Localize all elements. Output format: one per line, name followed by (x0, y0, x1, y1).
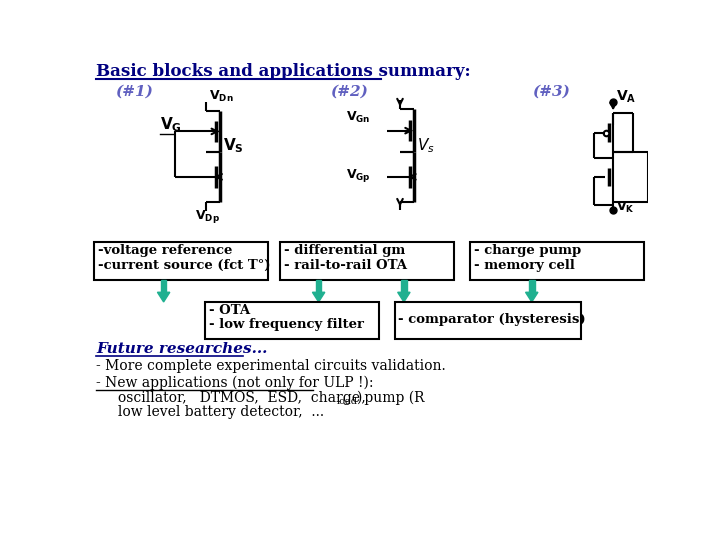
Text: $\mathbf{V_K}$: $\mathbf{V_K}$ (616, 200, 635, 215)
Polygon shape (158, 292, 170, 302)
Text: $\mathbf{V_S}$: $\mathbf{V_S}$ (223, 136, 244, 155)
Text: load: load (336, 396, 357, 406)
Text: - New applications (not only for ULP !):: - New applications (not only for ULP !): (96, 375, 374, 390)
Text: - rail-to-rail OTA: - rail-to-rail OTA (284, 259, 407, 272)
Text: $\mathbf{V_{Gn}}$: $\mathbf{V_{Gn}}$ (346, 110, 370, 125)
FancyBboxPatch shape (395, 302, 580, 339)
FancyBboxPatch shape (469, 242, 644, 280)
Text: $\mathit{V_s}$: $\mathit{V_s}$ (417, 136, 435, 155)
Polygon shape (316, 280, 321, 292)
Text: Basic blocks and applications summary:: Basic blocks and applications summary: (96, 63, 471, 80)
Text: $\mathbf{V_{Dp}}$: $\mathbf{V_{Dp}}$ (195, 208, 220, 225)
Text: (#3): (#3) (532, 85, 570, 99)
Text: $\mathbf{V_A}$: $\mathbf{V_A}$ (616, 88, 636, 105)
FancyBboxPatch shape (204, 302, 379, 339)
Text: -voltage reference: -voltage reference (98, 244, 232, 257)
Polygon shape (401, 280, 407, 292)
Text: -current source (fct T°): -current source (fct T°) (98, 259, 270, 272)
Polygon shape (397, 292, 410, 302)
Text: - charge pump: - charge pump (474, 244, 581, 257)
FancyBboxPatch shape (280, 242, 454, 280)
Text: - OTA: - OTA (209, 304, 250, 318)
Polygon shape (526, 292, 538, 302)
Text: - memory cell: - memory cell (474, 259, 575, 272)
Text: ),: ), (356, 391, 366, 405)
Text: $\mathbf{V_{Dn}}$: $\mathbf{V_{Dn}}$ (210, 89, 234, 104)
Polygon shape (161, 280, 166, 292)
Polygon shape (529, 280, 534, 292)
Text: low level battery detector,  ...: low level battery detector, ... (96, 405, 324, 419)
Text: - comparator (hysteresis): - comparator (hysteresis) (398, 313, 586, 326)
Text: $\mathbf{V_G}$: $\mathbf{V_G}$ (160, 115, 181, 134)
Polygon shape (312, 292, 325, 302)
Text: Future researches...: Future researches... (96, 342, 268, 356)
FancyBboxPatch shape (94, 242, 269, 280)
Text: - More complete experimental circuits validation.: - More complete experimental circuits va… (96, 359, 446, 373)
Text: - differential gm: - differential gm (284, 244, 405, 257)
Text: $\mathbf{V_{Gp}}$: $\mathbf{V_{Gp}}$ (346, 167, 371, 185)
Text: (#1): (#1) (114, 85, 153, 99)
Text: - low frequency filter: - low frequency filter (209, 318, 364, 331)
Text: oscillator,   DTMOS,  ESD,  charge pump (R: oscillator, DTMOS, ESD, charge pump (R (96, 390, 425, 405)
Text: (#2): (#2) (330, 85, 368, 99)
